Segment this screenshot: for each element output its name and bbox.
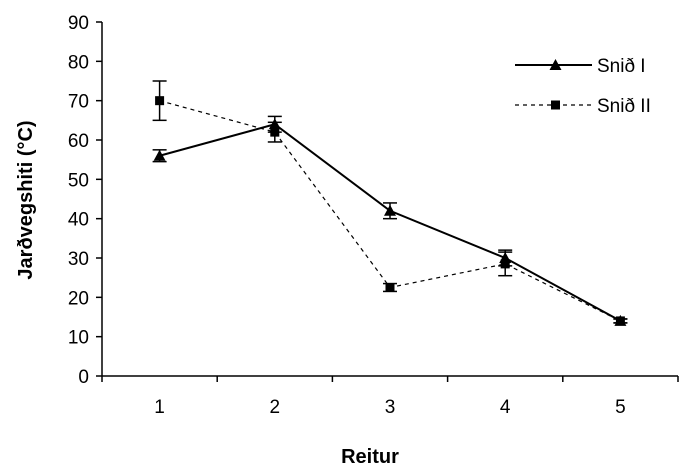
data-point-1 xyxy=(384,204,396,216)
x-tick-label: 2 xyxy=(270,397,281,418)
x-axis-title: Reitur xyxy=(341,446,399,468)
y-tick-label: 90 xyxy=(68,13,89,34)
y-tick-label: 10 xyxy=(68,328,89,349)
y-tick-label: 50 xyxy=(68,170,89,191)
y-tick-label: 80 xyxy=(68,52,89,73)
y-axis-ticks: 0 10 20 30 40 50 60 70 80 90 xyxy=(68,13,102,388)
data-point-2 xyxy=(615,316,625,326)
legend-marker-1 xyxy=(549,59,562,70)
legend-marker-2 xyxy=(551,100,560,110)
legend-label-1: Snið I xyxy=(597,56,646,77)
data-point-1 xyxy=(153,149,166,161)
x-tick-label: 1 xyxy=(154,397,165,418)
x-axis-ticks: 1 2 3 4 5 xyxy=(101,376,679,418)
data-point-2 xyxy=(270,127,280,137)
y-axis-title: Jarðvegshiti (°C) xyxy=(15,120,37,279)
y-tick-label: 60 xyxy=(68,131,89,152)
legend: Snið I Snið II xyxy=(515,56,651,117)
x-tick-label: 4 xyxy=(500,397,511,418)
y-tick-label: 0 xyxy=(78,367,89,388)
x-tick-label: 5 xyxy=(615,397,626,418)
y-tick-label: 30 xyxy=(68,249,89,270)
data-point-2 xyxy=(155,96,165,106)
x-tick-label: 3 xyxy=(385,397,396,418)
data-point-2 xyxy=(500,259,510,269)
data-point-1 xyxy=(268,118,281,130)
legend-label-2: Snið II xyxy=(597,96,651,117)
y-tick-label: 70 xyxy=(68,92,89,113)
data-point-2 xyxy=(385,283,395,292)
series-markers xyxy=(153,96,627,326)
y-tick-label: 20 xyxy=(68,288,89,309)
y-tick-label: 40 xyxy=(68,210,89,231)
